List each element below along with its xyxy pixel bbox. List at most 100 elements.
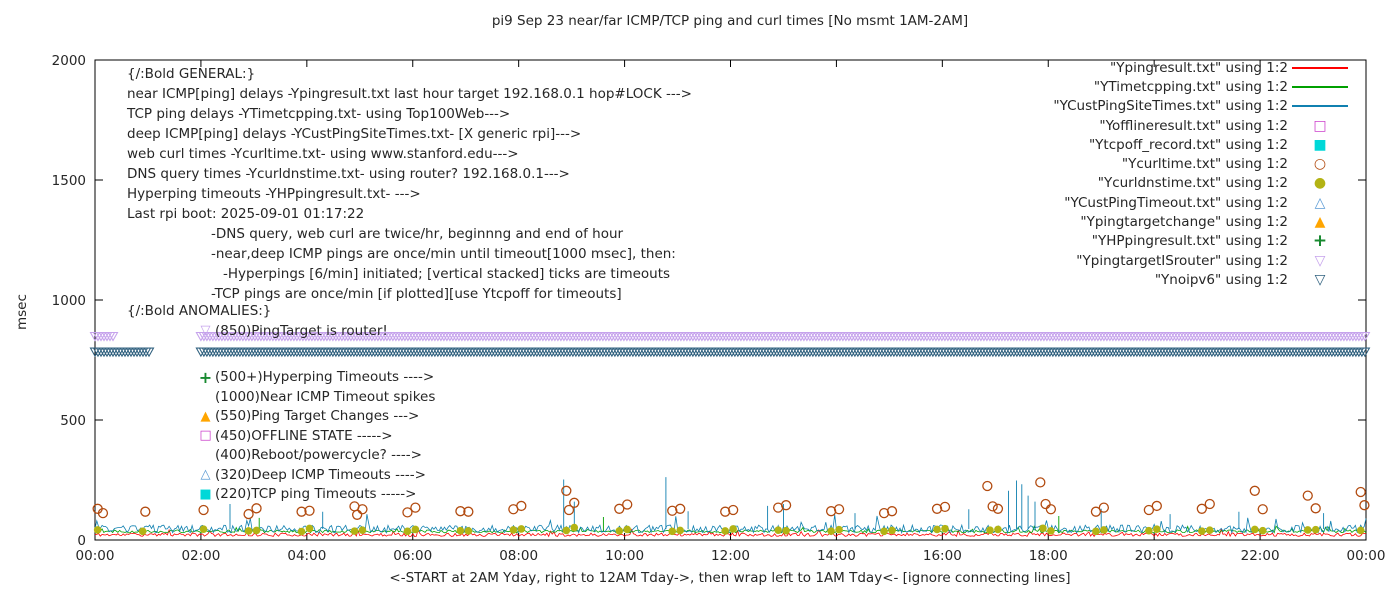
legend-item: "Ypingresult.txt" using 1:2 xyxy=(1053,58,1352,77)
series-line-Ypingresult xyxy=(94,527,1367,538)
x-tick-label: 08:00 xyxy=(499,548,538,564)
legend-item: "Ytcpoff_record.txt" using 1:2 ■ xyxy=(1053,135,1352,154)
triangle-up-filled-icon: ▲ xyxy=(1314,214,1326,231)
scatter-Ycurldnstime xyxy=(93,523,1365,536)
legend-item: "Ypingtargetchange" using 1:2 ▲ xyxy=(1053,212,1352,231)
general-annotation-line: deep ICMP[ping] delays -YCustPingSiteTim… xyxy=(127,126,582,142)
legend: "Ypingresult.txt" using 1:2 "YTimetcpping… xyxy=(1053,58,1352,290)
line-sample-icon xyxy=(1288,105,1352,108)
legend-item: "Yofflineresult.txt" using 1:2 □ xyxy=(1053,116,1352,135)
x-tick-label: 06:00 xyxy=(393,548,432,564)
anomalies-header: {/:Bold ANOMALIES:} xyxy=(127,303,272,319)
anomaly-label: (450)OFFLINE STATE -----> xyxy=(215,427,393,444)
legend-item: "Ycurldnstime.txt" using 1:2 ● xyxy=(1053,174,1352,193)
x-tick-label: 20:00 xyxy=(1135,548,1174,564)
legend-item: "YTimetcpping.txt" using 1:2 xyxy=(1053,77,1352,96)
anomaly-item: □ (450)OFFLINE STATE -----> xyxy=(198,426,435,446)
x-tick-label: 14:00 xyxy=(817,548,856,564)
x-tick-label: 12:00 xyxy=(711,548,750,564)
x-tick-label: 02:00 xyxy=(181,548,220,564)
general-annotation-line: -near,deep ICMP pings are once/min until… xyxy=(211,246,676,262)
anomaly-label: (550)Ping Target Changes ---> xyxy=(215,408,420,425)
circle-open-icon: ○ xyxy=(1313,156,1327,173)
general-annotations: {/:Bold GENERAL:} near ICMP[ping] delays … xyxy=(127,64,692,304)
circle-filled-icon: ● xyxy=(1313,175,1327,192)
x-tick-label: 04:00 xyxy=(287,548,326,564)
x-tick-label: 00:00 xyxy=(1347,548,1386,564)
legend-label: "YCustPingSiteTimes.txt" using 1:2 xyxy=(1053,98,1288,115)
y-tick-label: 2000 xyxy=(52,53,86,69)
anomaly-item: ▽ (850)PingTarget is router! xyxy=(198,321,435,341)
square-filled-icon: ■ xyxy=(1313,136,1327,153)
triangle-up-open-icon: △ xyxy=(1314,194,1326,211)
y-tick-label: 500 xyxy=(60,413,86,429)
anomaly-item: (1000)Near ICMP Timeout spikes xyxy=(198,387,435,407)
anomaly-item: + (500+)Hyperping Timeouts ----> xyxy=(198,368,435,388)
y-tick-label: 1500 xyxy=(52,173,86,189)
anomaly-label: (1000)Near ICMP Timeout spikes xyxy=(215,388,436,405)
plus-icon: + xyxy=(1312,231,1328,252)
anomaly-item: (400)Reboot/powercycle? ----> xyxy=(198,446,435,466)
legend-item: "YCustPingSiteTimes.txt" using 1:2 xyxy=(1053,97,1352,116)
legend-label: "Ycurldnstime.txt" using 1:2 xyxy=(1097,175,1288,192)
x-tick-label: 16:00 xyxy=(923,548,962,564)
general-annotation-line: near ICMP[ping] delays -Ypingresult.txt … xyxy=(127,86,692,102)
legend-label: "YHPpingresult.txt" using 1:2 xyxy=(1091,233,1288,250)
general-annotation-line: -Hyperpings [6/min] initiated; [vertical… xyxy=(223,266,671,282)
general-annotation-line: -DNS query, web curl are twice/hr, begin… xyxy=(211,226,624,242)
plus-icon: + xyxy=(198,367,213,387)
legend-item: "Ynoipv6" using 1:2 ▽ xyxy=(1053,270,1352,289)
legend-label: "YTimetcpping.txt" using 1:2 xyxy=(1093,78,1288,95)
triangle-up-open-icon: △ xyxy=(200,467,211,483)
legend-item: "YCustPingTimeout.txt" using 1:2 △ xyxy=(1053,193,1352,212)
legend-item: "YpingtargetISrouter" using 1:2 ▽ xyxy=(1053,251,1352,270)
triangle-down-open-icon: ▽ xyxy=(1314,271,1326,288)
event-band-Ynoipv6 xyxy=(89,347,1371,358)
general-annotation-line: TCP ping delays -YTimetcpping.txt- using… xyxy=(127,106,511,122)
triangle-down-open-icon: ▽ xyxy=(200,323,211,339)
series-spikes-YCustPingSiteTimes xyxy=(229,477,1325,529)
legend-label: "Ypingtargetchange" using 1:2 xyxy=(1080,214,1288,231)
triangle-down-open-icon: ▽ xyxy=(1314,252,1326,269)
square-filled-icon: ■ xyxy=(199,486,212,502)
scatter-Ycurltime xyxy=(92,477,1370,520)
legend-label: "Ycurltime.txt" using 1:2 xyxy=(1121,156,1288,173)
general-annotation-line: web curl times -Ycurltime.txt- using www… xyxy=(127,146,519,162)
legend-label: "Ypingresult.txt" using 1:2 xyxy=(1110,59,1288,76)
general-annotation-line: Hyperping timeouts -YHPpingresult.txt- -… xyxy=(127,186,421,202)
general-annotation-line: -TCP pings are once/min [if plotted][use… xyxy=(211,286,622,302)
general-annotation-line: {/:Bold GENERAL:} xyxy=(127,66,256,82)
anomaly-label: (220)TCP ping Timeouts -----> xyxy=(215,486,417,503)
anomalies-list: ▽ (850)PingTarget is router! + (500+)Hyperp… xyxy=(198,321,436,505)
line-sample-icon xyxy=(1288,66,1352,69)
anomaly-label: (400)Reboot/powercycle? ----> xyxy=(215,447,422,464)
x-tick-label: 22:00 xyxy=(1241,548,1280,564)
y-tick-label: 0 xyxy=(77,533,86,549)
legend-label: "YpingtargetISrouter" using 1:2 xyxy=(1076,252,1288,269)
anomaly-label: (850)PingTarget is router! xyxy=(215,322,388,339)
x-axis-label: <-START at 2AM Yday, right to 12AM Tday-… xyxy=(389,570,1071,586)
general-annotation-line: Last rpi boot: 2025-09-01 01:17:22 xyxy=(127,206,365,222)
anomaly-item: ■ (220)TCP ping Timeouts -----> xyxy=(198,485,435,505)
event-band-YpingtargetISrouter xyxy=(89,331,1371,342)
y-tick-label: 1000 xyxy=(52,293,86,309)
legend-label: "Ytcpoff_record.txt" using 1:2 xyxy=(1088,136,1288,153)
triangle-up-filled-icon: ▲ xyxy=(200,408,211,424)
chart-title: pi9 Sep 23 near/far ICMP/TCP ping and cu… xyxy=(491,13,969,29)
x-tick-label: 18:00 xyxy=(1029,548,1068,564)
anomaly-label: (500+)Hyperping Timeouts ----> xyxy=(215,369,435,386)
anomaly-label: (320)Deep ICMP Timeouts ----> xyxy=(215,466,426,483)
legend-label: "Yofflineresult.txt" using 1:2 xyxy=(1099,117,1288,134)
line-sample-icon xyxy=(1288,85,1352,88)
general-annotation-line: DNS query times -Ycurldnstime.txt- using… xyxy=(127,166,570,182)
legend-label: "Ynoipv6" using 1:2 xyxy=(1154,271,1288,288)
x-tick-label: 00:00 xyxy=(76,548,115,564)
square-open-icon: □ xyxy=(199,428,212,444)
square-open-icon: □ xyxy=(1313,117,1327,134)
legend-label: "YCustPingTimeout.txt" using 1:2 xyxy=(1064,194,1288,211)
x-tick-label: 10:00 xyxy=(605,548,644,564)
anomalies-annotations: {/:Bold ANOMALIES:} ▽ (850)PingTarget is … xyxy=(127,303,435,504)
legend-item: "YHPpingresult.txt" using 1:2 + xyxy=(1053,232,1352,251)
anomaly-item: △ (320)Deep ICMP Timeouts ----> xyxy=(198,465,435,485)
